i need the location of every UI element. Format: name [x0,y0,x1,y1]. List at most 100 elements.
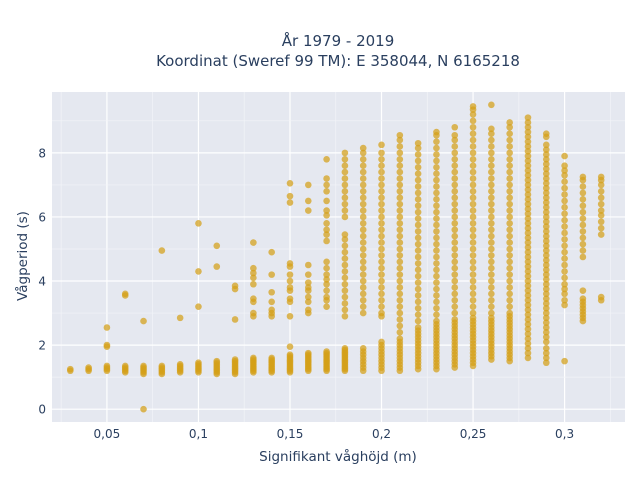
data-point [561,167,568,174]
data-point [469,245,477,253]
data-point [414,221,422,229]
data-point [304,271,312,278]
data-point [506,303,513,310]
data-point [488,207,495,214]
data-point [268,288,275,296]
data-point [414,247,422,254]
data-point [433,208,440,216]
data-point [488,101,495,109]
data-point [341,312,349,320]
data-point [378,194,385,202]
data-point [396,316,404,323]
data-point [524,354,532,362]
data-point [359,168,367,176]
data-point [506,162,513,169]
data-point [414,311,422,318]
data-point [396,136,404,144]
data-point [378,175,385,182]
data-point [158,247,166,254]
data-point [323,231,330,238]
data-point [451,131,459,139]
data-point [286,351,294,359]
data-point [469,239,477,246]
data-point [542,130,550,137]
data-point [414,144,422,152]
data-point [542,141,550,149]
data-point [396,194,404,202]
data-point [359,226,367,234]
data-point [341,207,349,214]
data-point [433,196,440,203]
data-point [250,309,257,317]
data-point [451,271,459,278]
data-point [359,345,367,352]
data-point [506,290,513,298]
data-point [341,268,349,275]
data-point [579,215,587,222]
data-point [396,149,404,157]
data-point [542,276,550,283]
data-point [359,220,367,227]
data-point [433,304,440,312]
data-point [213,263,221,270]
data-point [396,277,404,285]
data-point [359,175,367,182]
data-point [542,189,550,197]
data-point [561,223,568,230]
data-point [323,155,330,163]
data-point [542,237,550,245]
data-point [341,188,349,195]
data-point [286,295,294,302]
data-point [524,277,532,285]
data-point [378,141,385,149]
data-point [451,220,459,227]
data-point [414,266,422,274]
data-point [304,279,312,286]
data-point [524,215,532,222]
data-point [488,175,495,182]
data-point [579,228,587,235]
data-point [359,284,367,291]
data-point [469,277,477,285]
data-point [378,155,385,163]
data-point [542,199,550,206]
data-point [542,349,550,357]
data-point [506,239,513,246]
data-point [341,255,349,262]
data-point [506,226,513,234]
data-point [488,277,495,285]
data-point [396,328,404,336]
data-point [121,362,129,370]
data-point [323,181,330,189]
data-point [506,136,513,144]
data-point [286,199,294,206]
data-point [414,279,422,286]
data-point [542,300,550,307]
data-point [414,215,422,222]
data-point [268,298,275,306]
data-point [506,207,513,214]
data-point [451,175,459,182]
data-point [304,261,312,269]
data-point [451,168,459,176]
data-point [469,168,477,176]
data-point [378,188,385,195]
data-point [433,234,440,242]
data-point [542,194,550,202]
data-point [524,316,532,323]
data-point [561,152,568,160]
data-point [433,176,440,184]
data-point [378,290,385,298]
data-point [359,194,367,202]
data-point [469,220,477,227]
y-tick-label: 8 [38,146,46,160]
data-point [542,285,550,293]
data-point [524,114,532,121]
data-point [396,162,404,169]
data-point [140,405,147,413]
data-point [286,284,294,291]
data-point [323,276,330,283]
data-point [579,196,587,203]
x-axis-title: Signifikant våghöjd (m) [259,448,417,465]
